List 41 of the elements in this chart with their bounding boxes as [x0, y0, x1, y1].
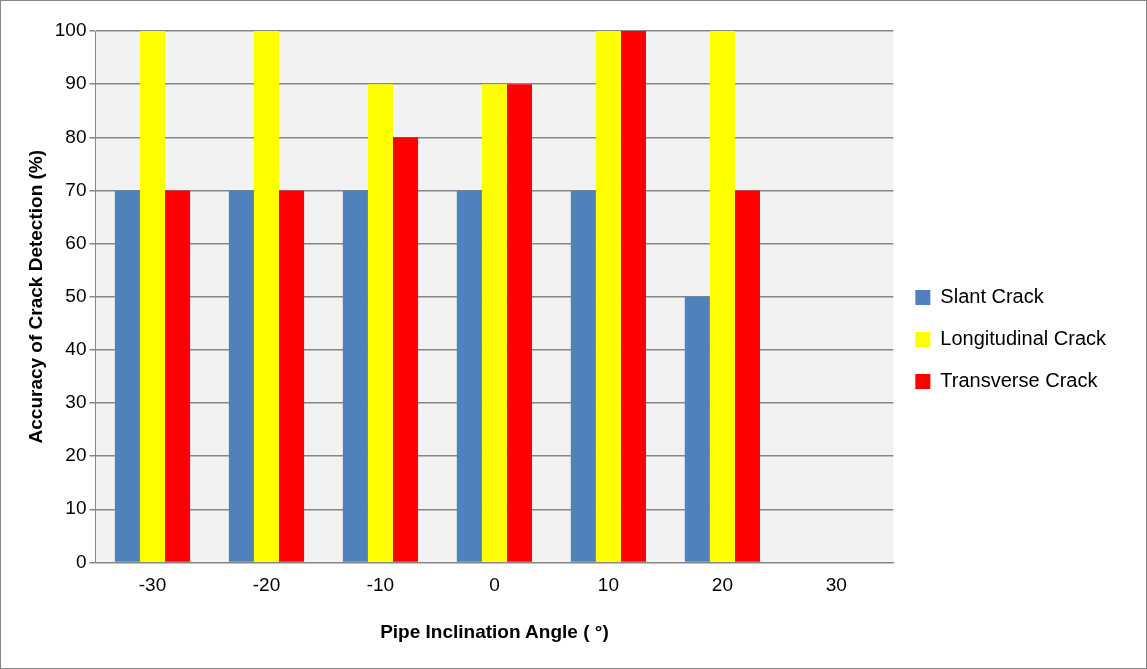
- bar: [684, 296, 710, 562]
- bar: [342, 190, 368, 562]
- bar: [456, 190, 482, 562]
- bar: [481, 84, 507, 562]
- y-tick-label: 90: [65, 72, 87, 94]
- y-tick-label: 40: [65, 338, 87, 360]
- y-tick-label: 50: [65, 284, 87, 306]
- x-tick-label: -30: [138, 574, 167, 596]
- bar: [734, 190, 760, 562]
- bar: [279, 190, 305, 562]
- x-tick-label: -20: [252, 574, 281, 596]
- y-tick-label: 0: [75, 550, 87, 572]
- x-tick-label: -10: [366, 574, 395, 596]
- legend-label: Transverse Crack: [940, 369, 1099, 392]
- y-tick-label: 70: [65, 178, 87, 200]
- y-tick-label: 60: [65, 231, 87, 253]
- x-axis-title: Pipe Inclination Angle ( °): [380, 620, 609, 642]
- x-tick-label: 10: [597, 574, 619, 596]
- y-axis-title: Accuracy of Crack Detection (%): [24, 149, 46, 444]
- bar: [570, 190, 596, 562]
- y-tick-label: 100: [54, 19, 87, 41]
- y-tick-label: 80: [65, 125, 87, 147]
- x-tick-label: 0: [489, 574, 500, 596]
- bar: [253, 31, 280, 562]
- bar: [620, 31, 647, 562]
- bar: [228, 190, 254, 562]
- bar: [114, 190, 140, 562]
- bar: [595, 31, 621, 562]
- legend-label: Slant Crack: [940, 285, 1045, 308]
- bar: [506, 84, 533, 562]
- legend-label: Longitudinal Crack: [940, 327, 1107, 350]
- bar: [165, 190, 191, 562]
- bar: [709, 31, 735, 562]
- bar: [392, 137, 419, 562]
- bar: [139, 31, 166, 562]
- y-tick-label: 30: [65, 391, 87, 413]
- y-tick-label: 20: [65, 444, 87, 466]
- x-tick-label: 30: [825, 574, 847, 596]
- y-tick-label: 10: [65, 497, 87, 519]
- bar: [367, 84, 393, 562]
- x-tick-label: 20: [711, 574, 733, 596]
